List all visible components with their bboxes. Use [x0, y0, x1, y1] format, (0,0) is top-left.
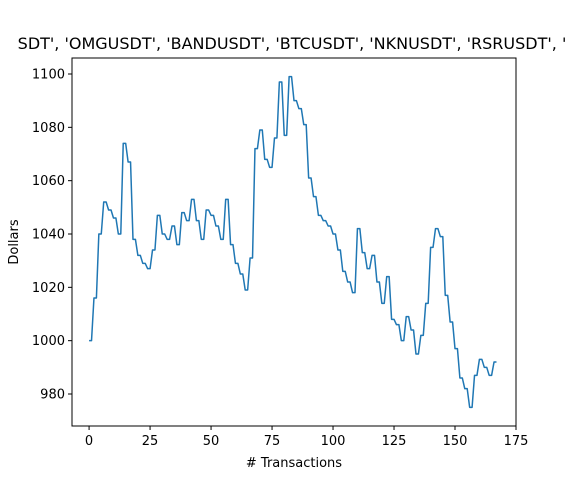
plot-area: [89, 75, 497, 409]
x-axis: 0 25 50 75 100 125 150 175: [85, 426, 528, 449]
y-tick-label: 1100: [32, 68, 65, 83]
y-tick-label: 1000: [32, 334, 65, 349]
series-line-0: [89, 75, 497, 409]
chart-title: SDT', 'OMGUSDT', 'BANDUSDT', 'BTCUSDT', …: [18, 34, 567, 53]
x-tick-label: 100: [321, 434, 346, 449]
y-tick-label: 1040: [32, 228, 65, 243]
y-axis: 980 1000 1020 1040 1060 1080 1100: [32, 68, 72, 403]
plot-frame: [71, 57, 517, 427]
x-tick-label: 150: [443, 434, 468, 449]
y-tick-label: 1080: [32, 121, 65, 136]
y-tick-label: 980: [40, 388, 65, 403]
y-tick-label: 1020: [32, 281, 65, 296]
x-tick-label: 25: [142, 434, 159, 449]
x-tick-label: 175: [504, 434, 529, 449]
x-tick-label: 125: [382, 434, 407, 449]
x-tick-label: 75: [264, 434, 281, 449]
y-tick-label: 1060: [32, 174, 65, 189]
x-axis-label: # Transactions: [246, 456, 342, 471]
y-axis-label: Dollars: [7, 219, 22, 264]
x-tick-label: 0: [85, 434, 93, 449]
x-tick-label: 50: [203, 434, 220, 449]
